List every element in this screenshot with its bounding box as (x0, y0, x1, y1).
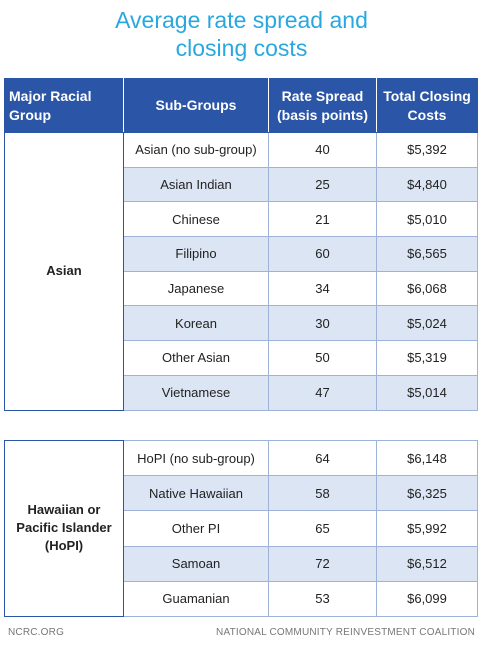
sub-group: Other Asian (123, 340, 269, 376)
sub-group: Asian (no sub-group) (123, 132, 269, 168)
sub-group: Japanese (123, 270, 269, 307)
rate-spread: 72 (268, 545, 377, 582)
rate-spread: 30 (268, 305, 377, 342)
group: Asian Asian (no sub-group) 40 $5,392 Asian I… (4, 132, 478, 411)
rate-spread: 25 (268, 166, 377, 203)
group: Hawaiian or Pacific Islander (HoPI) HoPI … (4, 439, 478, 617)
header-cell: Total Closing Costs (376, 78, 478, 133)
closing-costs: $6,325 (376, 475, 478, 512)
row: Chinese 21 $5,010 (5, 201, 478, 238)
footer-left: NCRC.ORG (8, 627, 65, 638)
closing-costs: $4,840 (376, 166, 478, 203)
footer-right: NATIONAL COMMUNITY REINVESTMENT COALITIO… (216, 627, 475, 638)
row: Hawaiian or Pacific Islander (HoPI) HoPI … (4, 439, 478, 617)
row: Native Hawaiian 58 $6,325 (5, 475, 478, 512)
title-line: closing costs (175, 35, 308, 61)
rate-spread: 34 (268, 270, 377, 307)
rate-spread: 21 (268, 201, 377, 238)
closing-costs: $5,014 (376, 374, 478, 411)
closing-costs: $6,512 (376, 545, 478, 582)
closing-costs: $6,068 (376, 270, 478, 307)
rate-spread: 40 (268, 132, 377, 168)
closing-costs: $6,099 (376, 580, 478, 617)
row: Asian Indian 25 $4,840 (5, 166, 478, 203)
sub-group: HoPI (no sub-group) (123, 439, 269, 477)
row: Samoan 72 $6,512 (5, 545, 478, 582)
row: Vietnamese 47 $5,014 (5, 374, 478, 411)
row: Asian Asian (no sub-group) 40 $5,392 (4, 132, 478, 411)
closing-costs: $5,319 (376, 340, 478, 376)
title: Average rate spread and closing costs (0, 6, 483, 62)
sub-group: Filipino (123, 236, 269, 272)
rate-spread: 58 (268, 475, 377, 512)
closing-costs: $6,148 (376, 439, 478, 477)
closing-costs: $5,010 (376, 201, 478, 238)
header: Major Racial Group Sub-Groups Rate Spread … (4, 78, 478, 133)
sub-group: Vietnamese (123, 374, 269, 411)
row: Korean 30 $5,024 (5, 305, 478, 342)
rate-spread: 50 (268, 340, 377, 376)
sub-group: Chinese (123, 201, 269, 238)
rate-spread: 65 (268, 510, 377, 547)
closing-costs: $5,024 (376, 305, 478, 342)
table: Hawaiian or Pacific Islander (HoPI) HoPI … (4, 439, 478, 617)
rate-spread: 60 (268, 236, 377, 272)
rate-spread: 53 (268, 580, 377, 617)
title-line: Average rate spread and (115, 7, 368, 33)
sub-group: Korean (123, 305, 269, 342)
sub-group: Native Hawaiian (123, 475, 269, 512)
header-cell: Major Racial Group (4, 78, 124, 133)
closing-costs: $5,392 (376, 132, 478, 168)
sub-group: Samoan (123, 545, 269, 582)
header-cell: Sub-Groups (123, 78, 269, 133)
rate-spread: 64 (268, 439, 377, 477)
header-cell: Rate Spread (basis points) (268, 78, 377, 133)
closing-costs: $6,565 (376, 236, 478, 272)
rate-spread: 47 (268, 374, 377, 411)
sub-group: Asian Indian (123, 166, 269, 203)
row: Other PI 65 $5,992 (5, 510, 478, 547)
group-name: Asian (4, 132, 124, 411)
group-name: Hawaiian or Pacific Islander (HoPI) (4, 440, 124, 617)
row: Japanese 34 $6,068 (5, 270, 478, 307)
closing-costs: $5,992 (376, 510, 478, 547)
table: Major Racial Group Sub-Groups Rate Spread … (4, 78, 478, 411)
sub-group: Guamanian (123, 580, 269, 617)
row: Guamanian 53 $6,099 (5, 580, 478, 617)
header-row: Major Racial Group Sub-Groups Rate Spread … (4, 78, 478, 133)
row: Filipino 60 $6,565 (5, 236, 478, 272)
sub-group: Other PI (123, 510, 269, 547)
row: Other Asian 50 $5,319 (5, 340, 478, 376)
